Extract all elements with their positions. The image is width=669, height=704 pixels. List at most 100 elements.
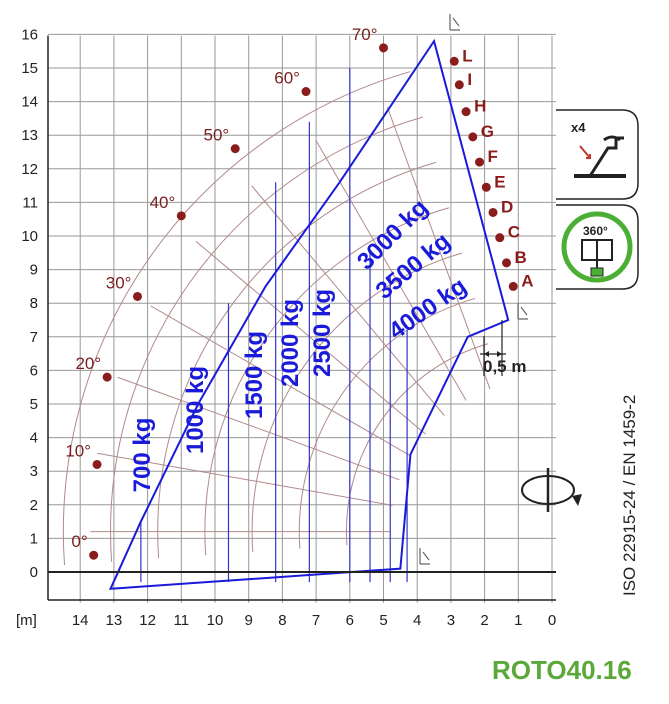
x-tick-label: 6 — [346, 612, 354, 629]
x-tick-label: 10 — [207, 612, 224, 629]
x-tick-label: 5 — [379, 612, 387, 629]
extension-label: G — [481, 122, 494, 141]
boom-angle-dot — [89, 550, 99, 560]
stabilizer-foot-icon — [419, 548, 430, 565]
rotation-360-label: 360° — [583, 224, 608, 238]
y-tick-label: 10 — [21, 228, 38, 245]
boom-arc — [298, 297, 476, 549]
load-label: 2000 kg — [277, 299, 304, 387]
boom-angle-markers: 0° 10° 20° 30° 40° 50° 60° 70° — [65, 25, 388, 560]
extension-dot — [488, 207, 498, 217]
y-tick-label: 14 — [21, 94, 38, 111]
stabilizer-foot-icon — [449, 14, 460, 31]
x-tick-label: 8 — [278, 612, 286, 629]
extension-label: B — [515, 248, 527, 267]
load-label: 700 kg — [129, 418, 156, 493]
x-tick-label: 7 — [312, 612, 320, 629]
x-tick-label: 1 — [514, 612, 522, 629]
stabilizer-foot-icon — [517, 303, 528, 320]
boom-angle-dot — [230, 144, 240, 154]
boom-angle-dot — [176, 211, 186, 221]
extension-label: D — [501, 197, 513, 216]
extension-dot — [475, 157, 485, 167]
y-tick-label: 0 — [30, 564, 38, 581]
y-tick-label: 15 — [21, 60, 38, 77]
scale-bar: 0,5 m — [480, 320, 526, 376]
boom-arc — [62, 71, 411, 566]
y-tick-label: 8 — [30, 295, 38, 312]
y-tick-label: 16 — [21, 26, 38, 43]
x-tick-label: 2 — [480, 612, 488, 629]
boom-angle-dot — [132, 291, 142, 301]
boom-radial — [150, 305, 411, 457]
boom-angle-label: 40° — [150, 193, 176, 212]
boom-angle-label: 30° — [106, 273, 132, 292]
boom-angle-dot — [301, 87, 311, 97]
extension-label: F — [488, 147, 498, 166]
y-tick-label: 12 — [21, 161, 38, 178]
load-zone-lines — [140, 68, 408, 583]
extension-dot — [468, 132, 478, 142]
boom-arc — [345, 343, 489, 546]
boom-radial — [97, 452, 393, 506]
extension-label: C — [508, 223, 520, 242]
extension-dot — [495, 233, 505, 243]
boom-angle-label: 50° — [204, 126, 230, 145]
extension-label: E — [494, 172, 505, 191]
y-tick-label: 9 — [30, 262, 38, 279]
y-tick-label: 6 — [30, 362, 38, 379]
x-tick-label: 3 — [447, 612, 455, 629]
boom-arc — [110, 116, 424, 562]
outrigger-panel: x4 — [556, 109, 639, 200]
boom-radial — [117, 376, 400, 481]
y-tick-label: 5 — [30, 396, 38, 413]
outrigger-x4-icon — [574, 135, 626, 178]
boom-arc — [251, 252, 463, 552]
extension-dot — [502, 258, 512, 268]
boom-angle-dot — [102, 372, 112, 382]
x-tick-label: 12 — [139, 612, 156, 629]
boom-radial — [251, 185, 445, 416]
rotation-360-icon: 360° — [561, 211, 633, 283]
extension-label: H — [474, 97, 486, 116]
extension-dot — [508, 281, 518, 291]
y-tick-label: 13 — [21, 127, 38, 144]
y-tick-label: 2 — [30, 497, 38, 514]
model-name: ROTO40.16 — [492, 655, 632, 685]
x-tick-label: 11 — [174, 612, 190, 629]
load-envelope — [108, 38, 510, 590]
y-tick-label: 4 — [30, 430, 38, 447]
boom-angle-dot — [92, 459, 102, 469]
extension-dot — [449, 56, 459, 66]
rotation-panel: 360° — [556, 204, 639, 290]
load-label: 2500 kg — [309, 289, 336, 377]
x-axis-unit: [m] — [16, 612, 37, 629]
boom-angle-label: 0° — [71, 532, 87, 551]
boom-angle-label: 20° — [75, 354, 101, 373]
load-label: 1000 kg — [182, 366, 209, 454]
x-tick-label: 14 — [72, 612, 89, 629]
rotation-arrow-icon — [521, 468, 582, 512]
boom-radial — [195, 241, 427, 435]
load-label: 1500 kg — [241, 331, 268, 419]
boom-angle-dot — [379, 43, 388, 53]
y-tick-label: 11 — [22, 194, 38, 211]
boom-radial — [315, 140, 467, 401]
y-tick-label: 7 — [30, 329, 38, 346]
x-tick-label: 13 — [106, 612, 123, 629]
x-tick-label: 9 — [245, 612, 253, 629]
y-tick-label: 3 — [30, 463, 38, 480]
boom-radials — [90, 107, 491, 533]
boom-angle-label: 60° — [274, 69, 300, 88]
boom-radial — [386, 107, 491, 390]
outrigger-count-label: x4 — [571, 120, 586, 135]
y-tick-label: 1 — [30, 530, 38, 547]
extension-label: A — [521, 271, 533, 290]
boom-arc — [204, 207, 450, 556]
x-tick-label: 4 — [413, 612, 421, 629]
x-tick-label: 0 — [548, 612, 556, 629]
extension-dot — [481, 182, 491, 192]
